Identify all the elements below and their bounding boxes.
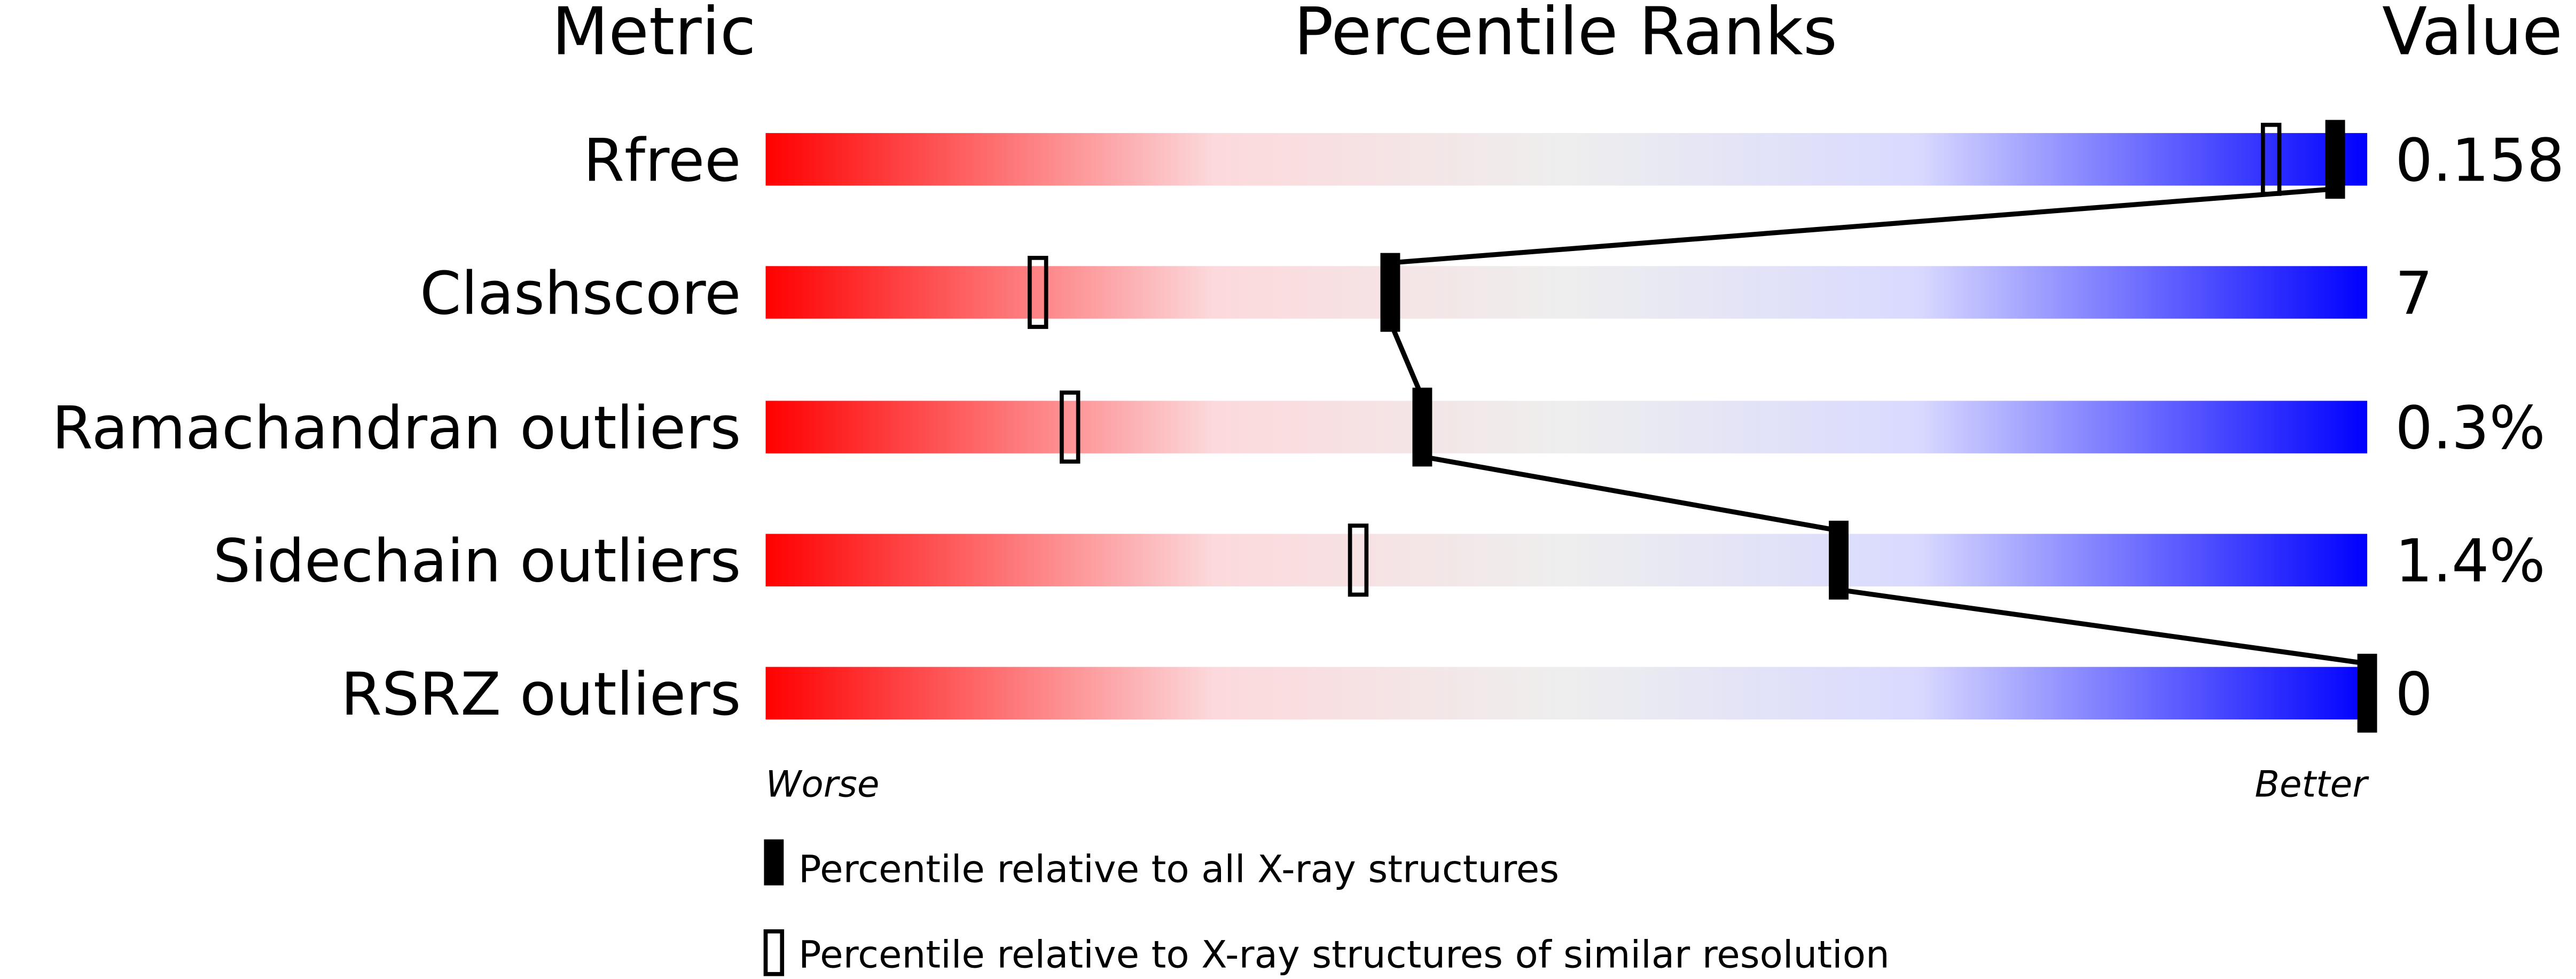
marker-all-sidechain-outliers: [1829, 520, 1849, 600]
percentile-bar-sidechain-outliers: [765, 534, 2368, 586]
axis-worse-label: Worse: [765, 763, 879, 805]
percentile-bar-rfree: [765, 133, 2368, 186]
header-metric: Metric: [552, 0, 756, 70]
legend-open-marker-icon: [763, 929, 785, 976]
metric-label-sidechain-outliers: Sidechain outliers: [213, 527, 741, 596]
percentile-connector-lines: [1388, 186, 2368, 667]
marker-similar-ramachandran-outliers: [1060, 390, 1080, 464]
legend-all-label: Percentile relative to all X-ray structu…: [798, 847, 1559, 891]
marker-similar-rfree: [2260, 122, 2282, 196]
marker-all-rsrz-outliers: [2357, 654, 2377, 733]
legend-filled-marker-icon: [764, 839, 784, 886]
metric-value-rfree: 0.158: [2395, 126, 2564, 195]
axis-better-label: Better: [2255, 763, 2370, 805]
connector-line: [1390, 186, 2336, 265]
connector-line: [1838, 587, 2368, 667]
metric-value-ramachandran-outliers: 0.3%: [2395, 394, 2545, 463]
metric-label-clashscore: Clashscore: [420, 259, 741, 328]
marker-all-clashscore: [1380, 253, 1400, 332]
metric-label-ramachandran-outliers: Ramachandran outliers: [52, 394, 741, 463]
marker-similar-clashscore: [1028, 256, 1048, 329]
percentile-bar-clashscore: [765, 266, 2368, 319]
marker-all-ramachandran-outliers: [1412, 387, 1432, 467]
metric-label-rfree: Rfree: [583, 126, 741, 195]
connector-line: [1388, 320, 1425, 399]
percentile-bar-rsrz-outliers: [765, 667, 2368, 720]
metric-value-clashscore: 7: [2395, 259, 2432, 328]
percentile-bar-ramachandran-outliers: [765, 401, 2368, 453]
metric-value-sidechain-outliers: 1.4%: [2395, 527, 2545, 596]
marker-all-rfree: [2325, 120, 2345, 199]
header-value: Value: [2382, 0, 2563, 70]
metric-rows: Rfree 0.158 Clashscore 7 Ramachandran outlie…: [52, 126, 2564, 729]
percentile-markers: [1028, 120, 2377, 733]
metric-value-rsrz-outliers: 0: [2395, 660, 2432, 729]
metric-label-rsrz-outliers: RSRZ outliers: [341, 660, 741, 729]
header-percentile-ranks: Percentile Ranks: [1294, 0, 1837, 70]
marker-similar-sidechain-outliers: [1348, 523, 1369, 597]
legend-similar-label: Percentile relative to X-ray structures …: [798, 932, 1890, 976]
connector-line: [1422, 454, 1839, 533]
